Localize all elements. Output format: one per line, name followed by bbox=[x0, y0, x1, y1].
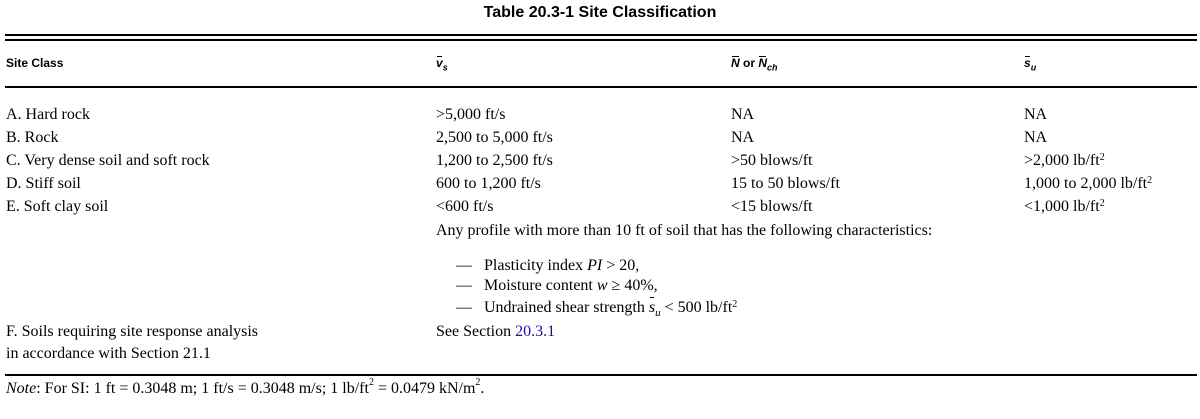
row-b-site-class: B. Rock bbox=[6, 129, 59, 146]
header-n: N or Nch bbox=[731, 56, 778, 73]
row-c-vs: 1,200 to 2,500 ft/s bbox=[436, 152, 553, 169]
header-rule bbox=[5, 86, 1197, 88]
row-e-vs: <600 ft/s bbox=[436, 198, 494, 215]
header-su: su bbox=[1024, 56, 1037, 73]
row-f-see-section: See Section 20.3.1 bbox=[436, 323, 556, 340]
characteristic-plasticity: — Plasticity index PI > 20, bbox=[456, 257, 640, 274]
row-e-su: <1,000 lb/ft2 bbox=[1024, 198, 1105, 215]
profile-intro: Any profile with more than 10 ft of soil… bbox=[436, 222, 933, 239]
dash-1: — bbox=[456, 257, 472, 274]
row-a-su: NA bbox=[1024, 106, 1048, 123]
row-d-su: 1,000 to 2,000 lb/ft2 bbox=[1024, 175, 1153, 192]
header-vs: vs bbox=[436, 56, 448, 73]
row-a-site-class: A. Hard rock bbox=[6, 106, 90, 123]
bottom-rule bbox=[5, 374, 1197, 376]
section-20-3-1-link[interactable]: 20.3.1 bbox=[515, 323, 556, 340]
row-d-vs: 600 to 1,200 ft/s bbox=[436, 175, 541, 192]
dash-3: — bbox=[456, 299, 472, 316]
row-e-n: <15 blows/ft bbox=[731, 198, 813, 215]
row-f-site-class-line2: in accordance with Section 21.1 bbox=[6, 345, 211, 362]
row-b-n: NA bbox=[731, 129, 755, 146]
table-title: Table 20.3-1 Site Classification bbox=[483, 4, 717, 21]
top-rule-2 bbox=[5, 39, 1197, 41]
row-c-n: >50 blows/ft bbox=[731, 152, 813, 169]
dash-2: — bbox=[456, 277, 472, 294]
row-d-site-class: D. Stiff soil bbox=[6, 175, 81, 192]
row-a-vs: >5,000 ft/s bbox=[436, 106, 506, 123]
row-a-n: NA bbox=[731, 106, 755, 123]
row-c-site-class: C. Very dense soil and soft rock bbox=[6, 152, 210, 169]
characteristic-shear-strength: — Undrained shear strength su < 500 lb/f… bbox=[456, 297, 738, 320]
row-f-site-class-line1: F. Soils requiring site response analysi… bbox=[6, 323, 259, 340]
characteristic-moisture: — Moisture content w ≥ 40%, bbox=[456, 277, 658, 294]
row-d-n: 15 to 50 blows/ft bbox=[731, 175, 840, 192]
row-b-vs: 2,500 to 5,000 ft/s bbox=[436, 129, 553, 146]
top-rule-1 bbox=[5, 34, 1197, 36]
header-site-class: Site Class bbox=[6, 56, 64, 70]
table-note: Note: For SI: 1 ft = 0.3048 m; 1 ft/s = … bbox=[6, 377, 485, 397]
row-c-su: >2,000 lb/ft2 bbox=[1024, 152, 1105, 169]
row-b-su: NA bbox=[1024, 129, 1048, 146]
row-e-site-class: E. Soft clay soil bbox=[6, 198, 109, 215]
